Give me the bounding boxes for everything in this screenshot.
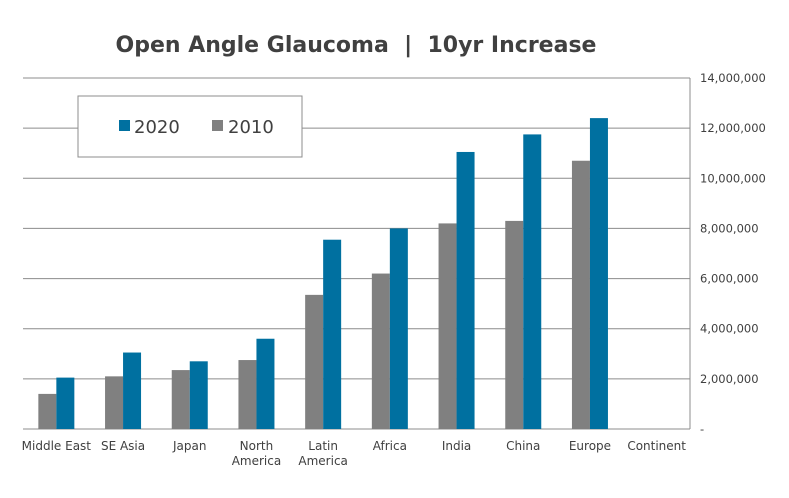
y-tick-label: 8,000,000: [700, 221, 759, 235]
legend-frame: [77, 95, 303, 158]
x-tick-label: Middle East: [22, 439, 92, 453]
x-tick-label: North America: [232, 439, 282, 468]
y-tick-label: 12,000,000: [700, 121, 766, 135]
x-tick-label: China: [506, 439, 540, 453]
bar-2020-india: [456, 151, 475, 430]
x-tick-label: Continent: [627, 439, 686, 453]
legend-label-2020: 2020: [134, 117, 180, 138]
x-tick-label: SE Asia: [101, 439, 145, 453]
bar-2010-middle-east: [38, 393, 57, 429]
x-tick-label: Japan: [172, 439, 206, 453]
x-axis-ticks: Middle East SE Asia Japan North America Latin…: [22, 439, 687, 468]
bar-2020-latin-america: [323, 239, 342, 429]
bar-2010-china: [505, 220, 524, 429]
bar-2020-europe: [589, 118, 608, 429]
bar-2010-europe: [571, 160, 590, 429]
bars: [38, 118, 608, 430]
bar-2020-north-america: [256, 338, 275, 429]
y-axis-ticks: - 2,000,000 4,000,000 6,000,000 8,000,000 10,…: [700, 71, 766, 436]
bar-2020-japan: [189, 361, 208, 429]
y-tick-label: 6,000,000: [700, 272, 759, 286]
y-tick-label: 2,000,000: [700, 372, 759, 386]
y-tick-label: 4,000,000: [700, 322, 759, 336]
y-tick-label: -: [700, 422, 704, 436]
legend-swatch-2020: [119, 120, 130, 131]
x-tick-label: Europe: [569, 439, 611, 453]
bar-2010-india: [438, 223, 457, 429]
x-tick-label: India: [442, 439, 471, 453]
legend-swatch-2010: [212, 120, 223, 131]
bar-2020-africa: [389, 228, 408, 429]
bar-2010-japan: [171, 370, 190, 429]
bar-2010-north-america: [238, 360, 257, 429]
x-tick-label: Africa: [373, 439, 407, 453]
legend: 2020 2010: [77, 95, 303, 158]
bar-2010-latin-america: [305, 294, 324, 429]
legend-label-2010: 2010: [228, 117, 274, 138]
x-tick-label: Latin America: [298, 439, 348, 468]
chart-title: Open Angle Glaucoma | 10yr Increase: [116, 33, 597, 58]
bar-2020-middle-east: [56, 377, 75, 429]
bar-2010-se-asia: [105, 376, 124, 429]
y-tick-label: 14,000,000: [700, 71, 766, 85]
y-tick-label: 10,000,000: [700, 171, 766, 185]
bar-2020-china: [523, 134, 542, 430]
bar-2020-se-asia: [123, 352, 142, 429]
bar-2010-africa: [371, 273, 390, 429]
